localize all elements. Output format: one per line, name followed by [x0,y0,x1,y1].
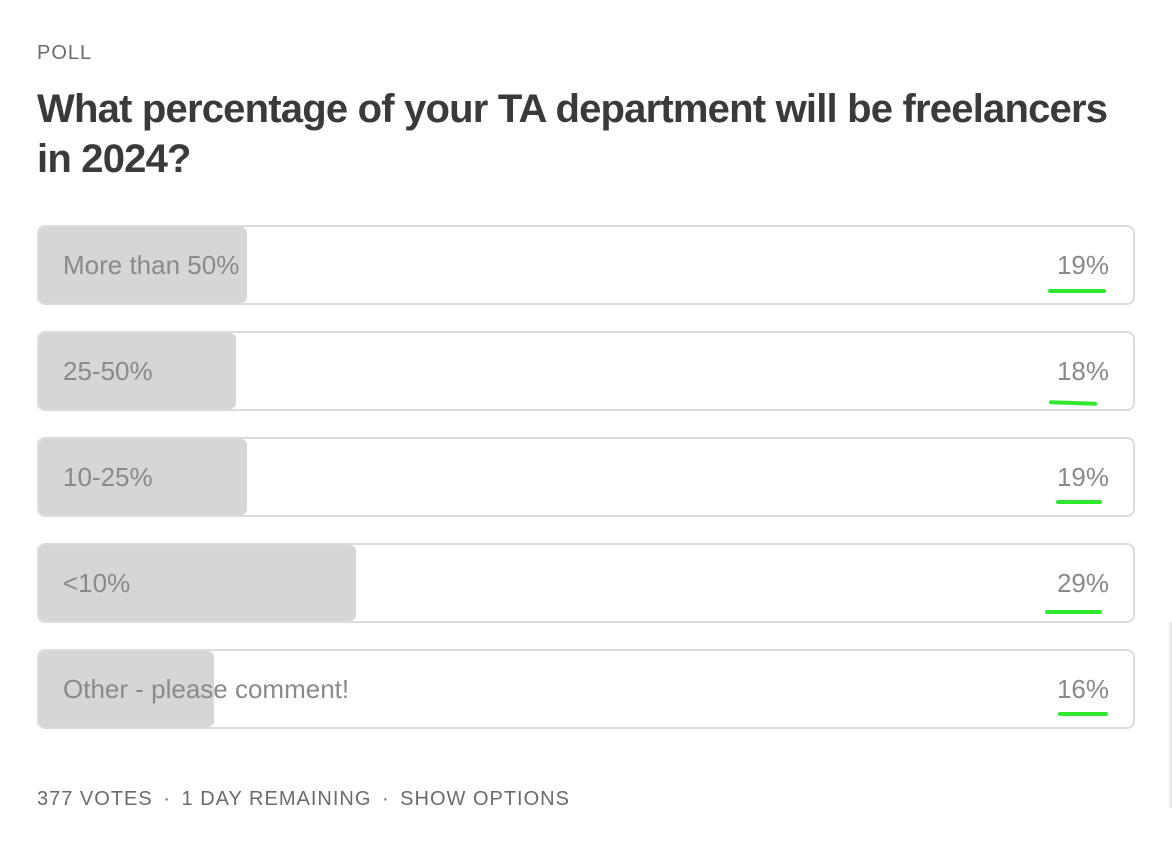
option-percent: 29% [1056,568,1109,598]
poll-footer: 377 VOTES · 1 DAY REMAINING · SHOW OPTIO… [37,788,570,811]
option-result-bar [39,439,247,515]
option-label: 25-50% [63,356,153,386]
option-percent: 16% [1056,674,1109,704]
time-remaining: 1 DAY REMAINING [181,788,372,810]
poll-option-10-25[interactable]: 10-25% 19% [37,437,1135,517]
option-label: <10% [63,568,131,598]
window-edge-shadow [1168,622,1172,808]
option-label: Other - please comment! [63,674,350,704]
annotation-underline [1045,610,1102,614]
option-result-bar [39,545,357,621]
poll-option-less-than-10[interactable]: <10% 29% [37,543,1135,623]
option-percent: 19% [1056,250,1109,280]
footer-separator: · [163,788,171,810]
show-options-link[interactable]: SHOW OPTIONS [400,788,570,810]
poll-options: More than 50% 19% 25-50% 18% 10-25% 19% … [37,225,1135,755]
option-label: 10-25% [63,462,153,492]
option-percent: 19% [1056,462,1109,492]
poll-option-other[interactable]: Other - please comment! 16% [37,649,1135,729]
vote-count: 377 VOTES [37,788,153,810]
poll-option-more-than-50[interactable]: More than 50% 19% [37,225,1135,305]
annotation-underline [1058,712,1108,716]
option-percent: 18% [1056,356,1109,386]
option-result-bar [39,227,247,303]
poll-question: What percentage of your TA department wi… [37,87,1108,181]
annotation-underline [1056,500,1102,504]
footer-separator: · [381,788,390,810]
option-result-bar [39,333,236,409]
option-result-bar [39,651,215,727]
poll-option-25-50[interactable]: 25-50% 18% [37,331,1135,411]
annotation-underline [1048,289,1106,293]
poll-label: POLL [37,42,93,64]
option-label: More than 50% [63,250,240,280]
